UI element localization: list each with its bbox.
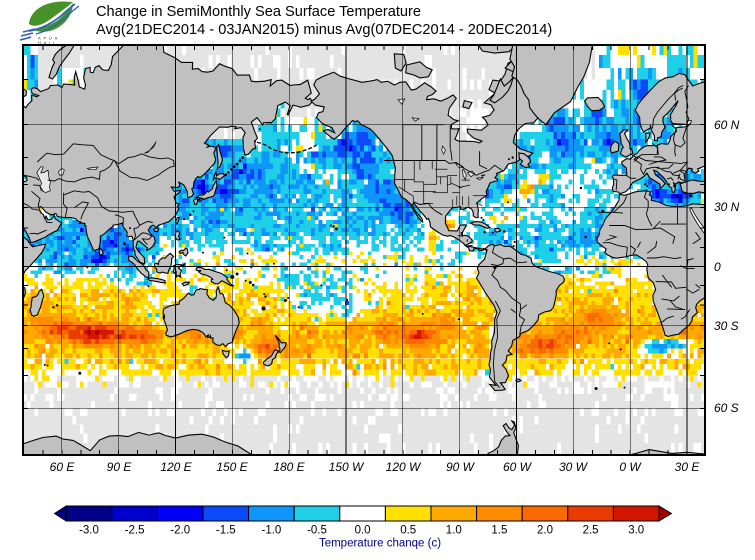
svg-text:2.5: 2.5 xyxy=(583,525,599,537)
svg-text:-2.5: -2.5 xyxy=(125,525,145,537)
svg-text:0.0: 0.0 xyxy=(355,525,371,537)
svg-text:1.5: 1.5 xyxy=(491,525,507,537)
svg-text:3.0: 3.0 xyxy=(628,525,644,537)
svg-text:-2.0: -2.0 xyxy=(170,525,190,537)
svg-text:-1.0: -1.0 xyxy=(261,525,281,537)
svg-text:-3.0: -3.0 xyxy=(79,525,99,537)
svg-text:-1.5: -1.5 xyxy=(216,525,236,537)
svg-text:1.0: 1.0 xyxy=(446,525,462,537)
svg-text:-0.5: -0.5 xyxy=(307,525,327,537)
svg-text:APUA: APUA xyxy=(38,36,60,41)
svg-text:0.5: 0.5 xyxy=(400,525,416,537)
svg-text:HAII: HAII xyxy=(38,40,57,45)
svg-text:2.0: 2.0 xyxy=(537,525,553,537)
svg-text:Temperature chanqe (c): Temperature chanqe (c) xyxy=(319,538,441,550)
